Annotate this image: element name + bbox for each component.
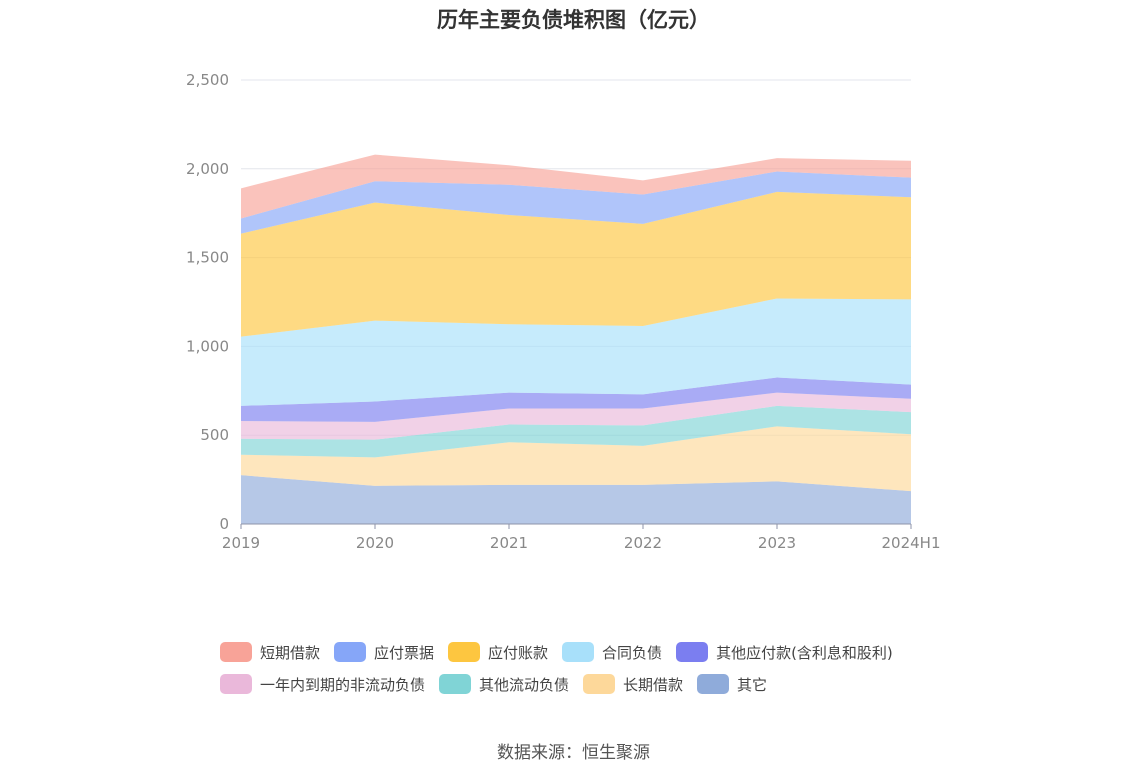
x-tick-label: 2021 [490, 534, 528, 552]
legend-swatch [697, 674, 730, 694]
legend-swatch [220, 674, 252, 694]
legend-label: 短期借款 [260, 643, 321, 662]
legend-label: 其他流动负债 [479, 675, 570, 694]
y-tick-label: 500 [200, 426, 229, 444]
legend-item-contract-liabilities[interactable]: 合同负债 [562, 642, 662, 663]
data-source: 数据来源：恒生聚源 [497, 743, 650, 763]
y-tick-label: 1,000 [186, 337, 229, 355]
legend-item-other-current-liabilities[interactable]: 其他流动负债 [439, 674, 569, 695]
legend-label: 其他应付款(含利息和股利) [716, 643, 893, 662]
legend-swatch [220, 642, 252, 662]
area-series-3 [241, 392, 911, 440]
legend-label: 其它 [737, 675, 768, 694]
legend-item-others[interactable]: 其它 [697, 674, 767, 695]
legend-swatch [448, 642, 481, 662]
y-tick-label: 2,000 [186, 160, 229, 178]
legend-swatch [334, 642, 367, 662]
area-series-7 [241, 171, 911, 234]
legend-row-1: 短期借款 应付票据 应付账款 合同负债 其他应付款(含利息和股利) [220, 636, 980, 668]
legend-item-short-term-loans[interactable]: 短期借款 [220, 642, 320, 663]
legend-label: 应付票据 [374, 643, 435, 662]
legend: 短期借款 应付票据 应付账款 合同负债 其他应付款(含利息和股利) 一年内到期的… [220, 636, 980, 700]
area-series-2 [241, 405, 911, 458]
x-tick-label: 2024H1 [882, 534, 941, 552]
legend-item-accounts-payable[interactable]: 应付账款 [448, 642, 548, 663]
x-tick-label: 2023 [758, 534, 796, 552]
legend-label: 合同负债 [602, 643, 663, 662]
area-series-0 [241, 475, 911, 524]
x-tick-label: 2020 [356, 534, 394, 552]
legend-item-long-term-loans[interactable]: 长期借款 [583, 674, 683, 695]
legend-row-2: 一年内到期的非流动负债 其他流动负债 长期借款 其它 [220, 668, 980, 700]
x-tick-label: 2019 [222, 534, 260, 552]
legend-swatch [676, 642, 709, 662]
y-tick-label: 1,500 [186, 249, 229, 267]
y-tick-label: 2,500 [186, 71, 229, 89]
legend-swatch [583, 674, 616, 694]
legend-label: 长期借款 [623, 675, 684, 694]
chart-title: 历年主要负债堆积图（亿元） [437, 8, 710, 32]
legend-label: 应付账款 [488, 643, 549, 662]
area-series-5 [241, 298, 911, 406]
y-tick-label: 0 [219, 515, 229, 533]
legend-item-current-portion-noncurrent[interactable]: 一年内到期的非流动负债 [220, 674, 425, 695]
x-tick-label: 2022 [624, 534, 662, 552]
area-series-8 [241, 154, 911, 219]
stacked-area-chart: 0 500 1,000 1,500 2,000 2,500 2019 2020 2021 2022… [186, 71, 941, 552]
area-series-4 [241, 377, 911, 422]
area-series-6 [241, 191, 911, 337]
area-series-1 [241, 426, 911, 492]
legend-item-notes-payable[interactable]: 应付票据 [334, 642, 434, 663]
legend-item-other-payables[interactable]: 其他应付款(含利息和股利) [676, 642, 893, 663]
legend-label: 一年内到期的非流动负债 [260, 675, 426, 694]
legend-swatch [439, 674, 472, 694]
legend-swatch [562, 642, 595, 662]
